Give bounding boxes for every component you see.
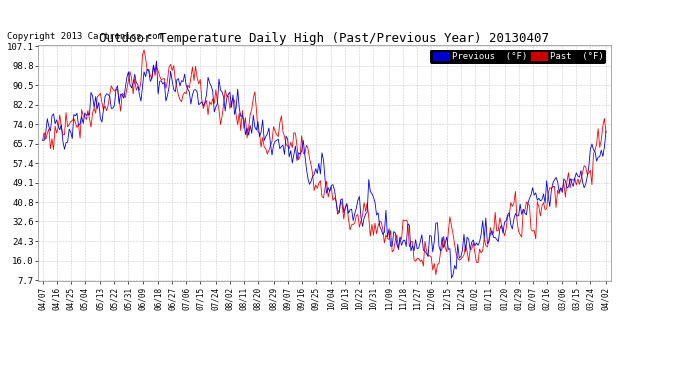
Title: Outdoor Temperature Daily High (Past/Previous Year) 20130407: Outdoor Temperature Daily High (Past/Pre…	[99, 32, 549, 45]
Legend: Previous  (°F), Past  (°F): Previous (°F), Past (°F)	[430, 50, 606, 64]
Text: Copyright 2013 Cartronics.com: Copyright 2013 Cartronics.com	[7, 32, 163, 41]
